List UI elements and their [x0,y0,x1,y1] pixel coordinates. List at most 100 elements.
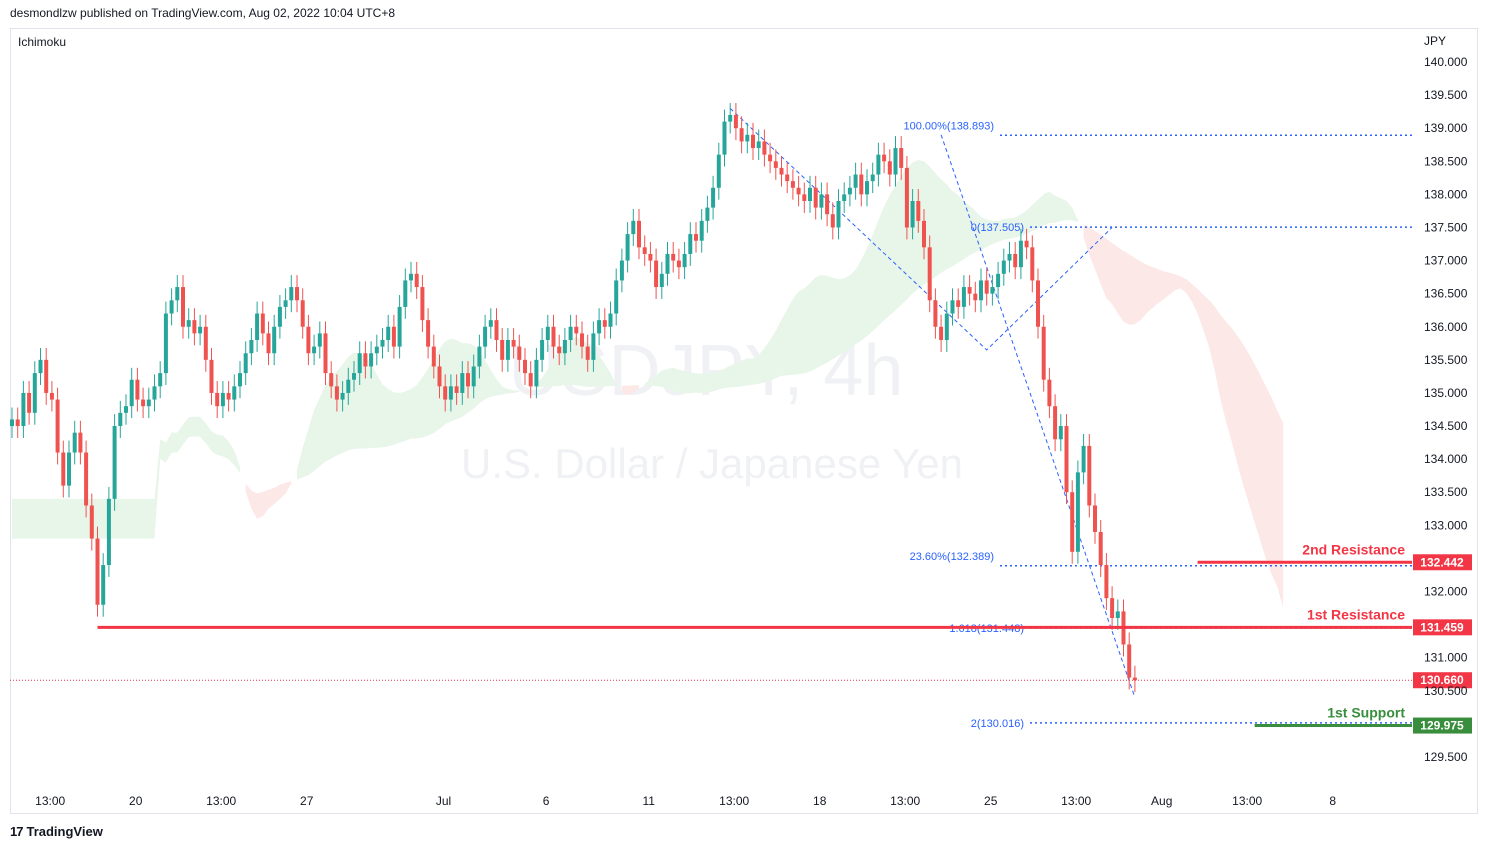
time-axis[interactable]: 13:00 20 13:00 27 Jul 6 11 13:00 18 13:00 25 13:00 A… [35,794,1336,808]
candle-body [733,114,738,129]
x-tick-label: 18 [813,794,827,808]
candle-body [391,326,396,347]
candle-body [380,340,385,347]
candle-body [260,313,265,334]
y-tick-label: 139.500 [1424,88,1468,102]
indicator-label-ichimoku[interactable]: Ichimoku [18,35,67,49]
x-tick-label: 13:00 [206,794,236,808]
candle-body [89,505,94,539]
watermark-name: U.S. Dollar / Japanese Yen [461,440,963,487]
level-price-tag [1413,619,1472,636]
candle-body [973,293,978,301]
candle-body [819,194,824,208]
candle-body [1058,426,1063,440]
candle-body [956,300,961,307]
candle-body [699,220,704,241]
y-tick-label: 134.500 [1424,419,1468,433]
cloud-segment [644,159,1078,394]
candle-body [460,373,465,393]
candle-body [551,326,556,347]
candle-body [505,340,510,360]
candle-body [112,426,117,499]
fib-extension-trend [729,107,1113,351]
candle-body [295,287,299,301]
candle-body [961,287,966,307]
candle-body [939,326,944,340]
candle-body [1070,492,1075,552]
candle-body [255,313,260,340]
x-tick-label: 27 [300,794,314,808]
candle-body [1013,253,1018,268]
candle-body [773,161,778,168]
candle-body [722,121,727,155]
x-tick-label: 8 [1329,794,1336,808]
candle-body [790,181,795,188]
candle-body [323,333,328,374]
y-tick-label: 131.000 [1424,651,1468,665]
candle-body [1132,677,1137,681]
candle-body [1030,247,1035,281]
candle-body [192,320,197,334]
price-axis[interactable]: JPY 140.000 139.500 139.000 138.500 138.000 13… [1424,34,1468,764]
cloud-segment [525,388,531,393]
candle-body [15,419,20,427]
candle-body [648,253,653,261]
candle-body [597,320,602,334]
candle-body [27,392,32,413]
candle-body [363,353,368,367]
y-tick-label: 133.500 [1424,485,1468,499]
candle-body [950,300,955,314]
candle-body [796,187,801,195]
candle-body [1075,472,1080,552]
cloud-segment [621,385,639,395]
candle-body [10,419,14,427]
tradingview-logo[interactable]: 17 TradingView [10,824,103,839]
candle-body [865,181,869,195]
candle-body [756,141,761,149]
candle-body [374,346,379,354]
candle-body [637,220,641,248]
candle-body [808,187,812,201]
cloud-segment [536,337,617,388]
y-tick-label: 136.000 [1424,320,1468,334]
candle-body [357,353,362,374]
level-price-tag [1413,717,1472,734]
level-price-tag [1413,554,1472,571]
candle-body [300,300,305,327]
candle-body [426,320,431,347]
candle-body [1041,326,1046,380]
candle-body [545,326,550,340]
candle-body [277,306,282,327]
candle-body [1064,426,1069,493]
level-label: 1st Support [1327,705,1405,721]
candle-body [38,359,43,374]
candle-body [272,326,277,354]
candle-body [1110,598,1115,618]
level-price-tag-text: 131.459 [1420,620,1464,634]
candle-body [175,287,180,301]
candle-body [927,247,932,301]
candle-body [1047,379,1052,407]
y-tick-label: 138.500 [1424,154,1468,168]
candle-body [768,154,773,162]
x-tick-label: 11 [642,794,655,808]
candle-body [226,392,231,400]
candle-body [853,174,858,188]
candle-body [745,134,750,142]
candle-body [608,313,613,327]
y-tick-label: 130.500 [1424,684,1468,698]
y-tick-label: 135.000 [1424,386,1468,400]
x-tick-label: Aug [1151,794,1172,808]
candle-body [44,359,49,393]
candle-body [899,148,904,168]
cloud-segment [1083,224,1284,608]
level-label: 1st Resistance [1307,606,1405,622]
candle-body [21,392,26,427]
candle-body [220,392,225,407]
candle-body [283,300,288,307]
candle-body [49,392,54,400]
candle-body [397,306,402,347]
candle-body [158,373,163,387]
candle-body [836,201,841,228]
